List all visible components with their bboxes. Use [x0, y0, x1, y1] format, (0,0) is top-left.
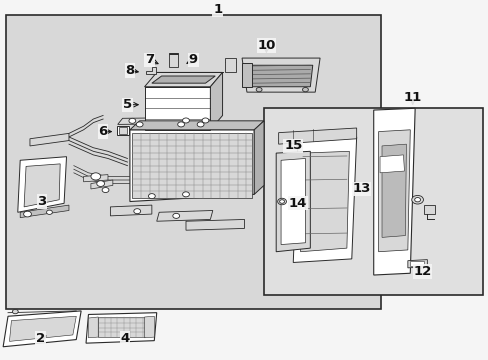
- Polygon shape: [210, 72, 222, 130]
- Polygon shape: [3, 311, 81, 347]
- Circle shape: [182, 118, 189, 123]
- Polygon shape: [9, 316, 76, 341]
- Text: 13: 13: [352, 183, 370, 195]
- Polygon shape: [24, 164, 60, 207]
- Polygon shape: [242, 58, 320, 92]
- Text: 10: 10: [257, 39, 275, 52]
- Text: 1: 1: [213, 3, 222, 16]
- Circle shape: [414, 198, 420, 202]
- Polygon shape: [423, 205, 434, 214]
- Circle shape: [23, 211, 31, 217]
- Polygon shape: [185, 220, 244, 230]
- Bar: [117, 126, 129, 135]
- Text: 8: 8: [125, 64, 134, 77]
- Polygon shape: [254, 121, 264, 194]
- Circle shape: [197, 122, 203, 127]
- Polygon shape: [144, 316, 154, 338]
- Polygon shape: [373, 108, 414, 275]
- Bar: [409, 261, 423, 266]
- Text: 12: 12: [412, 265, 431, 278]
- Polygon shape: [110, 205, 152, 216]
- Polygon shape: [378, 130, 409, 252]
- Polygon shape: [157, 211, 212, 221]
- Circle shape: [302, 87, 308, 92]
- Polygon shape: [91, 180, 113, 189]
- Text: 7: 7: [144, 53, 154, 66]
- Polygon shape: [300, 151, 348, 252]
- Circle shape: [12, 310, 18, 314]
- Bar: [5, 15, 380, 309]
- Circle shape: [102, 188, 109, 193]
- Polygon shape: [83, 175, 108, 182]
- Circle shape: [136, 122, 143, 127]
- Polygon shape: [293, 137, 356, 262]
- Bar: [264, 108, 483, 295]
- Circle shape: [148, 194, 155, 199]
- Polygon shape: [88, 317, 98, 338]
- Text: 6: 6: [98, 125, 107, 138]
- Text: 11: 11: [403, 91, 421, 104]
- Polygon shape: [86, 313, 157, 343]
- Text: 15: 15: [284, 139, 302, 152]
- Polygon shape: [276, 151, 310, 252]
- Circle shape: [277, 198, 286, 205]
- Circle shape: [91, 173, 101, 180]
- Text: 2: 2: [36, 332, 45, 345]
- Polygon shape: [379, 155, 404, 173]
- Bar: [168, 54, 177, 67]
- Circle shape: [177, 122, 184, 127]
- Polygon shape: [242, 63, 251, 87]
- Circle shape: [279, 200, 284, 203]
- Polygon shape: [30, 134, 69, 146]
- Polygon shape: [118, 117, 215, 125]
- Polygon shape: [130, 130, 254, 202]
- Text: 14: 14: [288, 197, 306, 210]
- Circle shape: [182, 192, 189, 197]
- Circle shape: [134, 209, 141, 214]
- Polygon shape: [146, 67, 156, 74]
- Circle shape: [256, 87, 262, 92]
- Circle shape: [411, 195, 423, 204]
- Polygon shape: [407, 260, 427, 268]
- Polygon shape: [130, 121, 264, 130]
- Polygon shape: [381, 144, 406, 237]
- Polygon shape: [20, 205, 69, 218]
- Polygon shape: [98, 317, 144, 337]
- Polygon shape: [18, 157, 66, 212]
- Polygon shape: [168, 53, 177, 54]
- Text: 3: 3: [38, 195, 47, 208]
- Text: 4: 4: [120, 332, 129, 345]
- Polygon shape: [132, 134, 251, 198]
- Circle shape: [172, 213, 179, 219]
- Text: 5: 5: [122, 98, 132, 111]
- Circle shape: [46, 210, 52, 215]
- Bar: [119, 127, 127, 134]
- Bar: [224, 58, 235, 72]
- Circle shape: [202, 118, 208, 123]
- Polygon shape: [278, 128, 356, 144]
- Text: 9: 9: [188, 53, 198, 66]
- Polygon shape: [249, 65, 312, 87]
- Circle shape: [129, 118, 136, 123]
- Polygon shape: [144, 72, 222, 87]
- Polygon shape: [281, 158, 305, 244]
- Circle shape: [97, 181, 104, 186]
- Polygon shape: [144, 87, 210, 130]
- Polygon shape: [152, 76, 215, 83]
